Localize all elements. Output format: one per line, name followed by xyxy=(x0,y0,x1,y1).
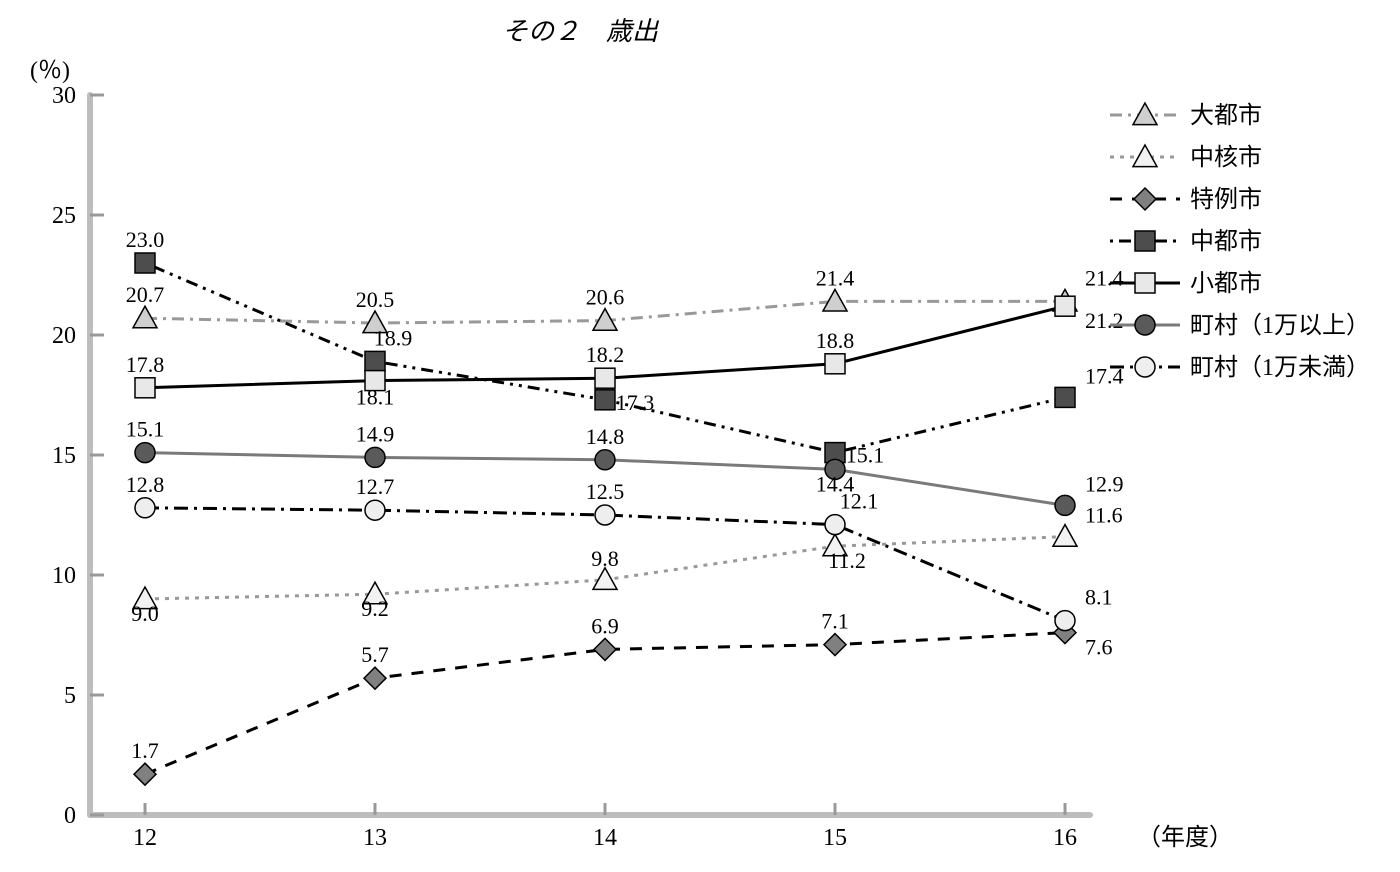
data-label: 21.2 xyxy=(1085,308,1124,333)
x-tick-label: 12 xyxy=(133,825,157,851)
legend-label: 町村（1万以上） xyxy=(1190,312,1370,339)
data-label: 11.6 xyxy=(1085,503,1123,528)
data-label: 7.6 xyxy=(1085,635,1113,660)
data-label: 1.7 xyxy=(131,738,159,763)
legend-label: 特例市 xyxy=(1190,186,1262,213)
y-tick-label: 10 xyxy=(52,563,76,589)
legend-marker xyxy=(1135,231,1155,251)
data-label: 9.8 xyxy=(591,546,619,571)
expenditure-line-chart: その２ 歳出 (％) 0 5 10 15 20 25 30 12 13 14 15 16 （年度） 20.7 2… xyxy=(0,0,1400,872)
data-label: 8.1 xyxy=(1085,585,1113,610)
data-label: 18.1 xyxy=(356,385,395,410)
data-label: 20.7 xyxy=(126,282,165,307)
data-label: 20.5 xyxy=(356,287,395,312)
x-tick-label: 14 xyxy=(593,825,617,851)
data-label: 7.1 xyxy=(821,609,849,634)
legend-label: 町村（1万未満） xyxy=(1190,354,1370,381)
data-label: 12.9 xyxy=(1085,471,1124,496)
data-label: 15.1 xyxy=(846,443,885,468)
data-label: 14.9 xyxy=(356,421,395,446)
chart-title: その２ 歳出 xyxy=(502,17,660,46)
y-tick-label: 30 xyxy=(52,83,76,109)
data-label: 21.4 xyxy=(816,265,855,290)
legend-label: 大都市 xyxy=(1190,102,1262,129)
x-tick-label: 13 xyxy=(363,825,387,851)
data-label: 6.9 xyxy=(591,613,619,638)
y-tick-label: 5 xyxy=(64,683,76,709)
data-label: 12.5 xyxy=(586,479,625,504)
data-label: 12.7 xyxy=(356,474,395,499)
data-label: 9.0 xyxy=(131,601,159,626)
data-label: 5.7 xyxy=(361,642,389,667)
data-label: 15.1 xyxy=(126,417,165,442)
y-tick-label: 15 xyxy=(52,443,76,469)
y-tick-label: 0 xyxy=(64,803,76,829)
legend-marker xyxy=(1135,315,1155,335)
x-axis-label: （年度） xyxy=(1137,824,1233,851)
data-label: 18.2 xyxy=(586,342,625,367)
legend-label: 中核市 xyxy=(1190,144,1262,171)
legend-marker xyxy=(1135,357,1155,377)
data-label: 11.2 xyxy=(828,548,866,573)
y-tick-label: 25 xyxy=(52,203,76,229)
data-label: 21.4 xyxy=(1085,265,1124,290)
data-label: 12.8 xyxy=(126,472,165,497)
x-tick-label: 16 xyxy=(1053,825,1077,851)
data-label: 17.8 xyxy=(126,352,165,377)
data-label: 20.6 xyxy=(586,285,625,310)
legend-marker xyxy=(1135,273,1155,293)
data-label: 14.8 xyxy=(586,424,625,449)
legend-label: 中都市 xyxy=(1190,228,1262,255)
data-label: 12.1 xyxy=(840,489,879,514)
data-label: 17.3 xyxy=(616,390,655,415)
legend-label: 小都市 xyxy=(1190,270,1262,297)
data-label: 18.9 xyxy=(374,325,413,350)
y-tick-label: 20 xyxy=(52,323,76,349)
data-label: 9.2 xyxy=(361,596,389,621)
chart-svg: その２ 歳出 (％) 0 5 10 15 20 25 30 12 13 14 15 16 （年度） 20.7 2… xyxy=(0,0,1400,872)
x-tick-label: 15 xyxy=(823,825,847,851)
data-label: 18.8 xyxy=(816,328,855,353)
y-axis-label: (％) xyxy=(30,58,70,84)
data-label: 23.0 xyxy=(126,227,165,252)
